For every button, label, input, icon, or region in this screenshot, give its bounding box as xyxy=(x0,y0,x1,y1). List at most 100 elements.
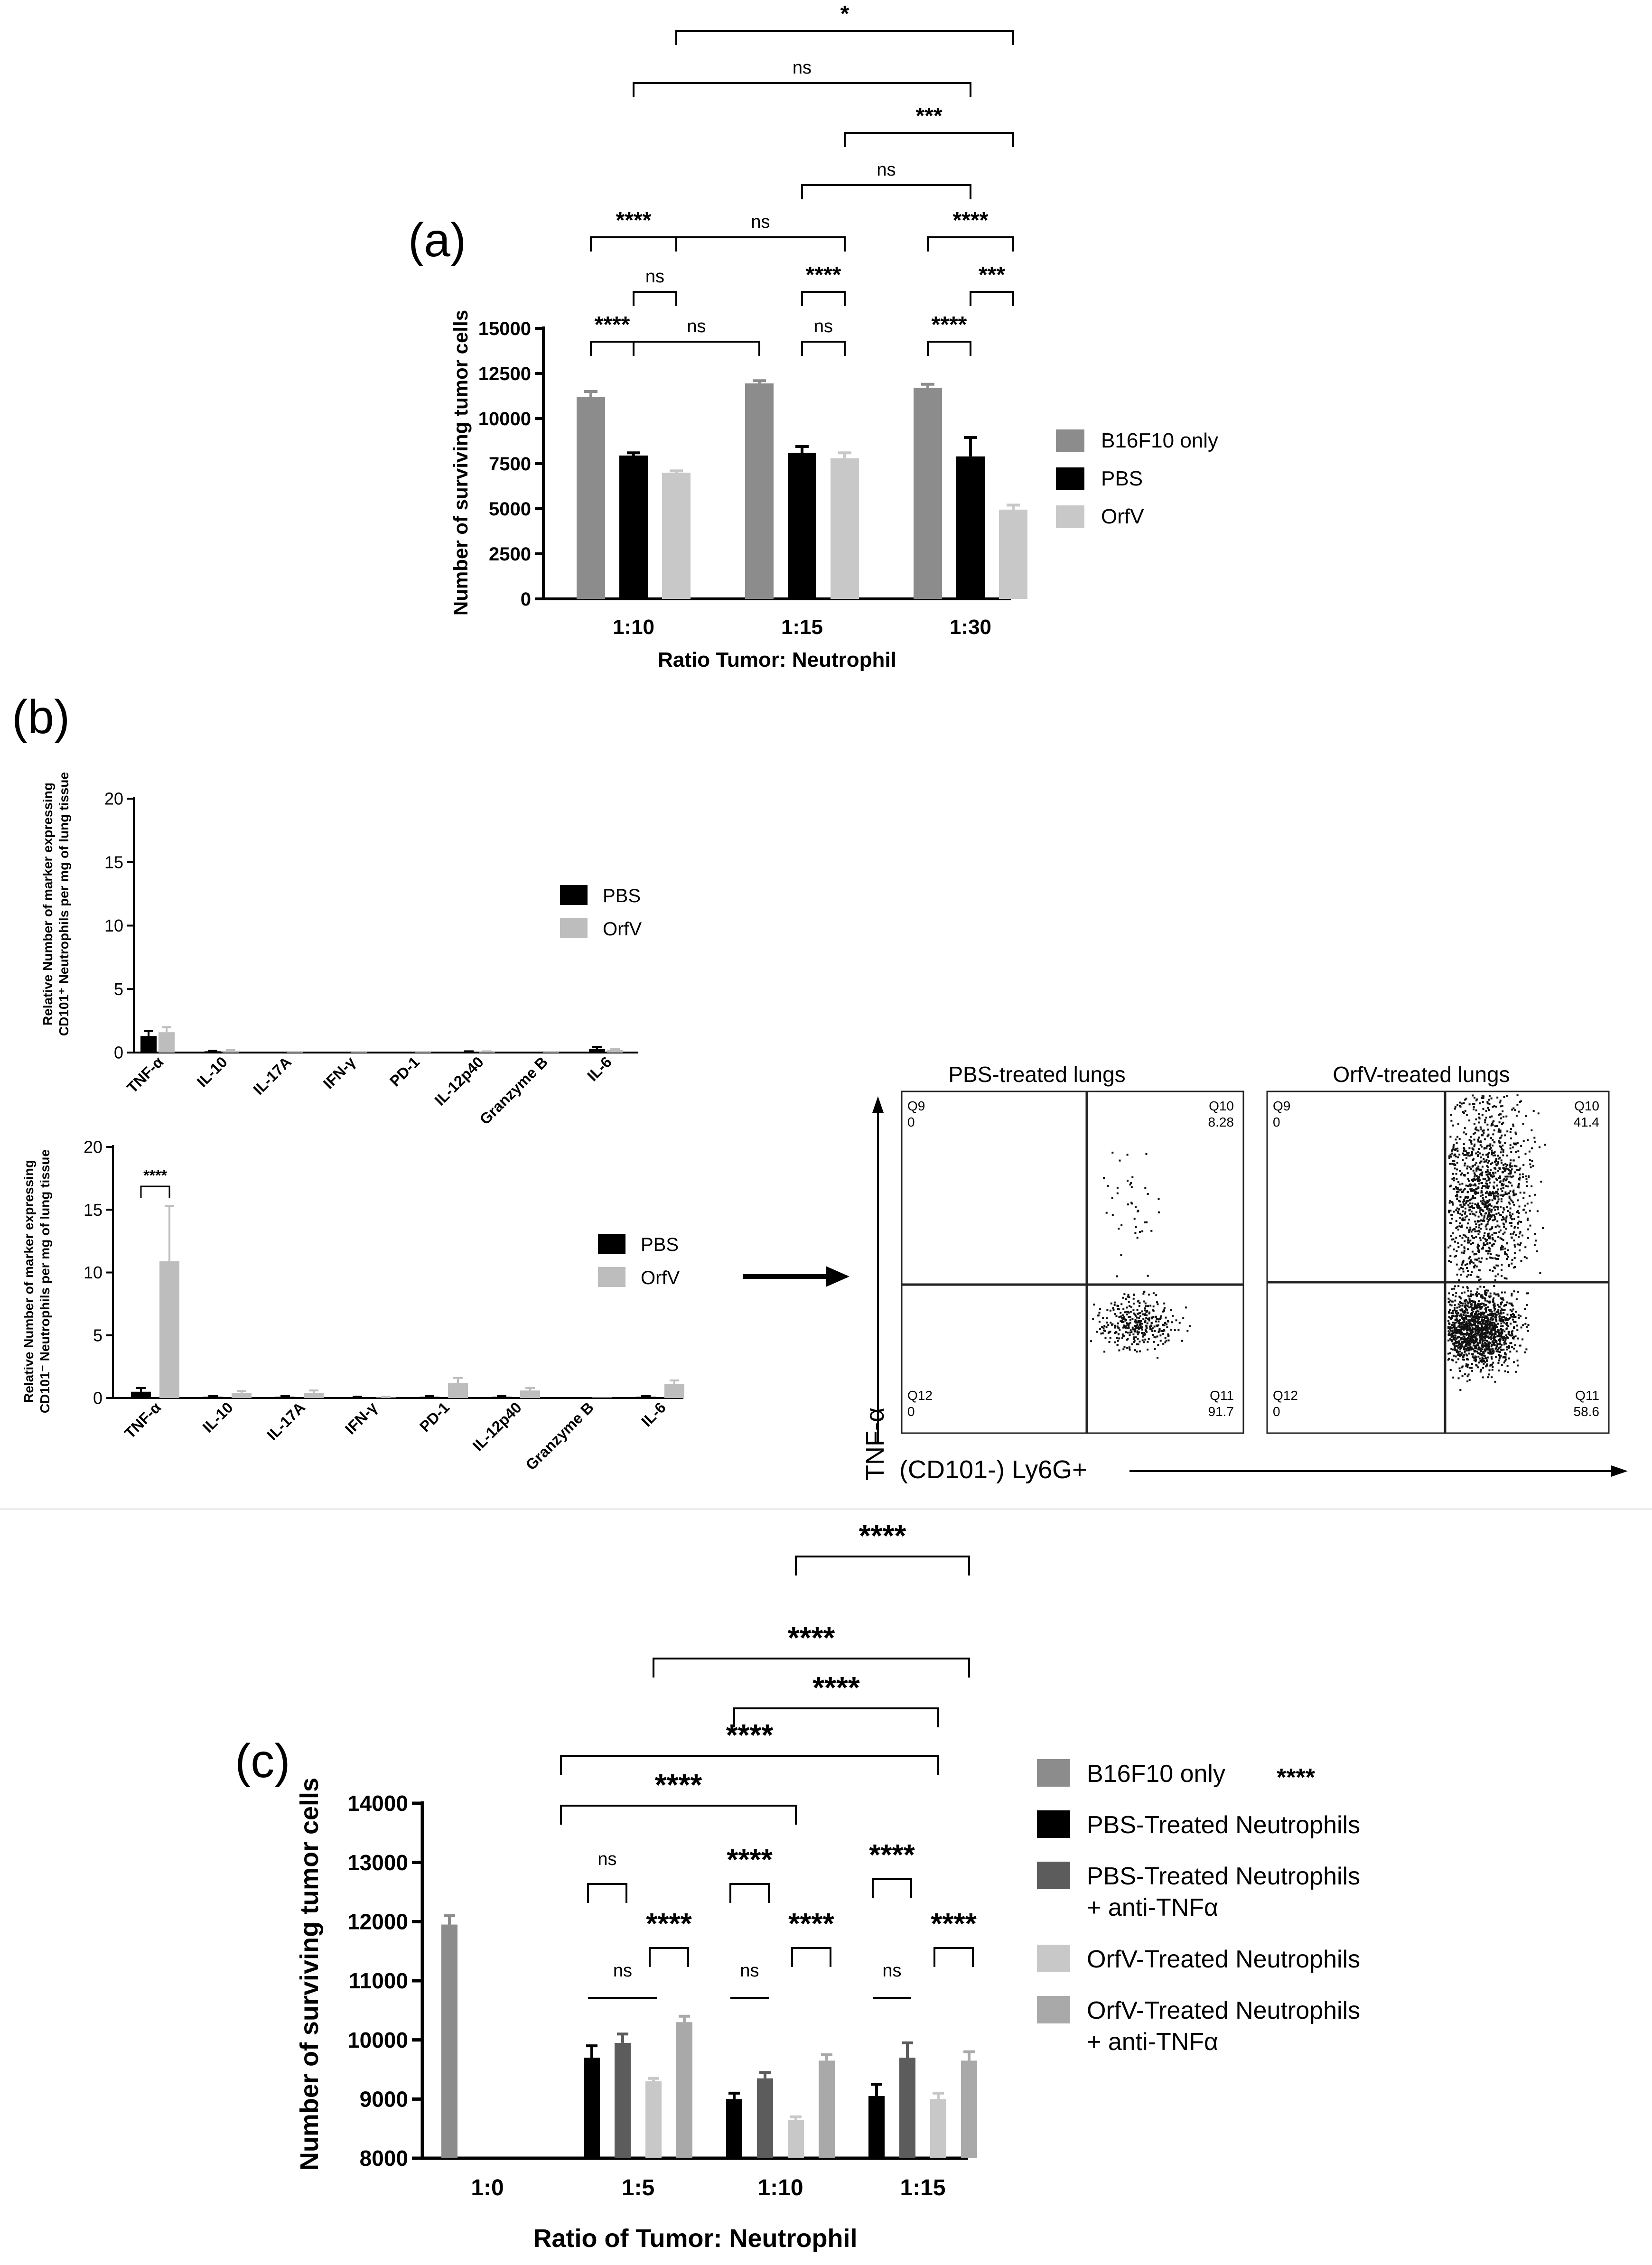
flow-event-dot xyxy=(1464,1127,1466,1129)
flow-event-dot xyxy=(1473,1138,1475,1141)
flow-event-dot xyxy=(1154,1348,1156,1350)
flow-event-dot xyxy=(1143,1300,1146,1303)
flow-event-dot xyxy=(1475,1128,1478,1131)
flow-event-dot xyxy=(1481,1329,1484,1331)
flow-event-dot xyxy=(1451,1331,1454,1333)
flow-event-dot xyxy=(1506,1314,1509,1316)
flow-event-dot xyxy=(1500,1328,1502,1330)
flow-event-dot xyxy=(1148,1338,1150,1340)
flow-event-dot xyxy=(1157,1303,1159,1305)
flow-event-dot xyxy=(1106,1309,1109,1311)
flow-event-dot xyxy=(1511,1346,1513,1348)
flow-event-dot xyxy=(1511,1331,1513,1333)
flow-event-dot xyxy=(1466,1172,1469,1174)
chart-a-significance-bracket xyxy=(927,236,1014,252)
flow-event-dot xyxy=(1163,1302,1166,1305)
flow-event-dot xyxy=(1490,1174,1493,1177)
flow-event-dot xyxy=(1462,1152,1464,1155)
flow-event-dot xyxy=(1517,1227,1519,1229)
flow-event-dot xyxy=(1474,1347,1476,1349)
flow-event-dot xyxy=(1454,1167,1456,1170)
flow-event-dot xyxy=(1465,1321,1468,1323)
flow-event-dot xyxy=(1509,1147,1512,1150)
flow-event-dot xyxy=(1501,1317,1503,1319)
chart-c-bar xyxy=(676,2022,692,2158)
flow-event-dot xyxy=(1501,1162,1503,1164)
chart-c-x-axis-label: Ratio of Tumor: Neutrophil xyxy=(533,2224,858,2253)
flow-event-dot xyxy=(1463,1341,1465,1343)
flow-event-dot xyxy=(1463,1112,1465,1114)
flow-event-dot xyxy=(1127,1180,1129,1182)
flow-event-dot xyxy=(1494,1226,1497,1228)
flow-event-dot xyxy=(1493,1185,1494,1188)
legend-c-label: PBS-Treated Neutrophils xyxy=(1087,1863,1360,1890)
flow-event-dot xyxy=(1497,1236,1500,1238)
flow-event-dot xyxy=(1148,1318,1150,1320)
flow-event-dot xyxy=(1497,1157,1500,1160)
flow-event-dot xyxy=(1471,1188,1473,1190)
chart-b-bottom-x-tick-label: IL-10 xyxy=(199,1398,236,1435)
flow-event-dot xyxy=(1509,1164,1511,1166)
flow-event-dot xyxy=(1523,1192,1526,1194)
flow-event-dot xyxy=(1125,1319,1128,1321)
flow-event-dot xyxy=(1502,1171,1504,1174)
flow-event-dot xyxy=(1468,1321,1471,1324)
flow-event-dot xyxy=(1481,1305,1483,1308)
flow-event-dot xyxy=(1515,1133,1517,1135)
flow-event-dot xyxy=(1484,1335,1486,1337)
flow-event-dot xyxy=(1474,1131,1476,1134)
legend-c-swatch xyxy=(1037,1759,1070,1787)
flow-event-dot xyxy=(1450,1261,1452,1263)
flow-event-dot xyxy=(1503,1330,1506,1333)
flow-event-dot xyxy=(1459,1338,1462,1341)
chart-b-top-bar xyxy=(461,1052,477,1053)
flow-event-dot xyxy=(1473,1357,1475,1359)
flow-event-dot xyxy=(1454,1334,1456,1337)
flow-event-dot xyxy=(1515,1165,1518,1167)
flow-event-dot xyxy=(1141,1328,1143,1331)
flow-event-dot xyxy=(1474,1324,1476,1327)
flow-event-dot xyxy=(1509,1214,1511,1217)
flow-event-dot xyxy=(1459,1319,1461,1321)
flow-event-dot xyxy=(1460,1354,1463,1356)
flow-event-dot xyxy=(1456,1318,1458,1320)
flow-event-dot xyxy=(1124,1327,1127,1330)
flow-event-dot xyxy=(1474,1164,1476,1166)
flow-event-dot xyxy=(1464,1340,1466,1342)
flow-event-dot xyxy=(1153,1341,1155,1343)
flow-event-dot xyxy=(1483,1336,1484,1339)
flow-event-dot xyxy=(1517,1291,1520,1293)
flow-event-dot xyxy=(1472,1165,1475,1167)
flow-event-dot xyxy=(1093,1304,1095,1306)
flow-event-dot xyxy=(1492,1352,1494,1354)
flow-event-dot xyxy=(1466,1300,1469,1303)
flow-event-dot xyxy=(1514,1131,1517,1134)
flow-event-dot xyxy=(1459,1204,1462,1206)
flow-event-dot xyxy=(1453,1338,1455,1341)
flow-event-dot xyxy=(1504,1248,1506,1250)
flow-event-dot xyxy=(1449,1222,1451,1224)
flow-event-dot xyxy=(1475,1293,1477,1295)
flow-event-dot xyxy=(1465,1353,1467,1356)
flow-event-dot xyxy=(1103,1329,1105,1332)
flow-event-dot xyxy=(1512,1318,1514,1321)
flow-event-dot xyxy=(1485,1186,1487,1189)
flow-event-dot xyxy=(1457,1358,1460,1361)
flow-event-dot xyxy=(1155,1294,1157,1296)
flow-event-dot xyxy=(1474,1221,1476,1223)
flow-event-dot xyxy=(1518,1178,1520,1180)
flow-event-dot xyxy=(1178,1322,1181,1324)
flow-event-dot xyxy=(1490,1324,1492,1326)
flow-event-dot xyxy=(1492,1219,1494,1221)
legend-c: B16F10 only ****PBS-Treated NeutrophilsPB… xyxy=(1037,1759,1360,2056)
flow-event-dot xyxy=(1471,1317,1473,1320)
flow-right-q10-value: 41.4 xyxy=(1574,1115,1600,1129)
flow-event-dot xyxy=(1479,1332,1482,1334)
flow-event-dot xyxy=(1459,1235,1461,1237)
flow-event-dot xyxy=(1493,1297,1495,1299)
flow-event-dot xyxy=(1468,1333,1470,1335)
flow-event-dot xyxy=(1146,1327,1148,1329)
flow-event-dot xyxy=(1486,1323,1489,1325)
flow-event-dot xyxy=(1118,1308,1120,1311)
flow-event-dot xyxy=(1479,1237,1482,1239)
